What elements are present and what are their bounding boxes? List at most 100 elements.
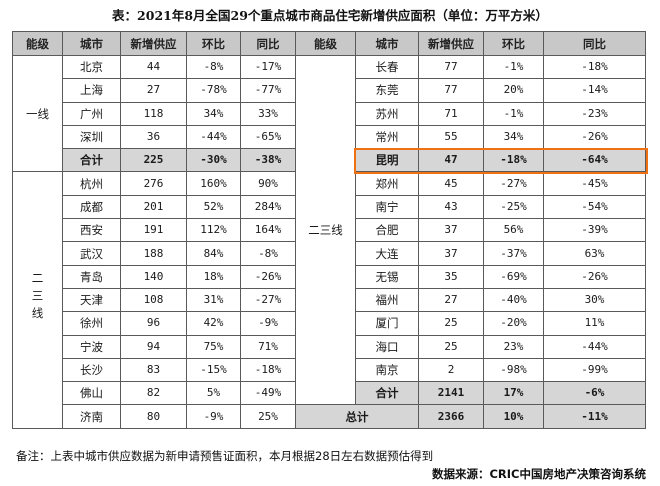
table-row: 佛山 82 5% -49% 合计 2141 17% -6% (13, 381, 646, 406)
value-cell: 43 (418, 194, 484, 220)
data-source: 数据来源：CRIC中国房地产决策咨询系统 (431, 467, 646, 481)
header-cell: 新增供应 (418, 31, 484, 56)
value-cell: -37% (483, 241, 544, 266)
tier-label: 二三线 (308, 223, 343, 238)
value-cell: -26% (240, 264, 296, 289)
value-cell: 27 (418, 287, 484, 313)
value-cell: 25 (418, 311, 484, 336)
city-name: 上海 (62, 78, 121, 103)
value-cell: 2 (418, 357, 484, 383)
value-cell: 30% (543, 287, 646, 313)
city-name: 佛山 (62, 381, 121, 406)
value-cell: 52% (186, 194, 241, 220)
value-cell: 77 (418, 54, 484, 80)
value-cell: -1% (483, 101, 544, 126)
value-cell: 11% (543, 311, 646, 336)
value-cell: 33% (240, 101, 296, 126)
value-cell: 164% (240, 218, 296, 243)
value-cell: -69% (483, 264, 544, 289)
table-row: 济南 80 -9% 25% 总计 2366 10% -11% (13, 404, 646, 429)
value-cell: -27% (483, 171, 544, 196)
table-row: 宁波 94 75% 71% 海口 25 23% -44% (13, 334, 646, 359)
value-cell: 25 (418, 334, 484, 359)
value-cell: -65% (240, 124, 296, 150)
value-cell: -8% (240, 241, 296, 266)
city-name: 海口 (355, 334, 419, 359)
city-name: 福州 (355, 287, 419, 313)
table-row: 上海 27 -78% -77% 东莞 77 20% -14% (13, 78, 646, 103)
value-cell: 94 (120, 334, 187, 359)
total-value: 10% (483, 404, 544, 429)
value-cell: 71 (418, 101, 484, 126)
total-value: -11% (543, 404, 646, 429)
sum-value: 2141 (418, 381, 484, 406)
value-cell: -18% (543, 54, 646, 80)
value-cell: -27% (240, 287, 296, 313)
value-cell: -18% (483, 148, 544, 173)
sum-value: 225 (120, 148, 187, 173)
value-cell: 44 (120, 54, 187, 80)
value-cell: 83 (120, 357, 187, 383)
value-cell: -49% (240, 381, 296, 406)
city-name: 西安 (62, 218, 121, 243)
city-name: 常州 (355, 124, 419, 150)
header-cell: 城市 (355, 31, 419, 56)
header-cell: 同比 (543, 31, 646, 56)
value-cell: 25% (240, 404, 296, 429)
city-name: 徐州 (62, 311, 121, 336)
table-row: 一线 北京 44 -8% -17% 二三线 长春 77 -1% -18% (12, 54, 646, 406)
value-cell: 284% (240, 194, 296, 220)
city-name: 天津 (62, 287, 121, 313)
value-cell: 118 (120, 101, 187, 126)
sum-value: -6% (543, 381, 646, 406)
city-name: 成都 (62, 194, 121, 220)
city-name: 大连 (355, 241, 419, 266)
value-cell: -44% (186, 124, 241, 150)
value-cell: -14% (543, 78, 646, 103)
sum-label: 合计 (355, 381, 419, 406)
value-cell: 276 (120, 171, 187, 196)
table-row: 二三线 杭州 276 160% 90% 郑州 45 -27% -45% (12, 171, 646, 429)
tier-label-cell: 二三线 (12, 171, 63, 429)
city-name: 北京 (62, 54, 121, 80)
value-cell: 5% (186, 381, 241, 406)
value-cell: 77 (418, 78, 484, 103)
table-title: 表：2021年8月全国29个重点城市商品住宅新增供应面积（单位：万平方米） (112, 8, 548, 23)
value-cell: 23% (483, 334, 544, 359)
value-cell: 37 (418, 241, 484, 266)
footnote: 备注：上表中城市供应数据为新申请预售证面积，本月根据28日左右数据预估得到 (16, 449, 434, 463)
table-row: 长沙 83 -15% -18% 南京 2 -98% -99% (13, 357, 646, 383)
total-value: 2366 (418, 404, 484, 429)
value-cell: 188 (120, 241, 187, 266)
city-name: 昆明 (355, 148, 419, 173)
value-cell: -40% (483, 287, 544, 313)
value-cell: -44% (543, 334, 646, 359)
value-cell: -78% (186, 78, 241, 103)
value-cell: -20% (483, 311, 544, 336)
city-name: 苏州 (355, 101, 419, 126)
tier-label: 二三线 (30, 272, 45, 325)
city-name: 宁波 (62, 334, 121, 359)
table-row: 西安 191 112% 164% 合肥 37 56% -39% (13, 218, 646, 243)
value-cell: 31% (186, 287, 241, 313)
value-cell: -8% (186, 54, 241, 80)
header-row: 能级 城市 新增供应 环比 同比 能级 城市 新增供应 环比 同比 (12, 31, 646, 56)
value-cell: -26% (543, 264, 646, 289)
supply-table: 能级 城市 新增供应 环比 同比 能级 城市 新增供应 环比 同比 一线 北京 44 -8% -17% 二三… (12, 31, 646, 429)
city-name: 武汉 (62, 241, 121, 266)
city-name: 南京 (355, 357, 419, 383)
value-cell: 112% (186, 218, 241, 243)
value-cell: -45% (543, 171, 646, 196)
value-cell: 90% (240, 171, 296, 196)
total-label: 总计 (295, 404, 419, 429)
tier-label-cell: 二三线 (295, 54, 356, 406)
value-cell: 35 (418, 264, 484, 289)
value-cell: 34% (186, 101, 241, 126)
table-row: 深圳 36 -44% -65% 常州 55 34% -26% (13, 124, 646, 150)
city-name: 南宁 (355, 194, 419, 220)
tier-label-cell: 一线 (12, 54, 63, 173)
value-cell: -98% (483, 357, 544, 383)
header-cell: 能级 (295, 31, 356, 56)
value-cell: 55 (418, 124, 484, 150)
value-cell: 45 (418, 171, 484, 196)
